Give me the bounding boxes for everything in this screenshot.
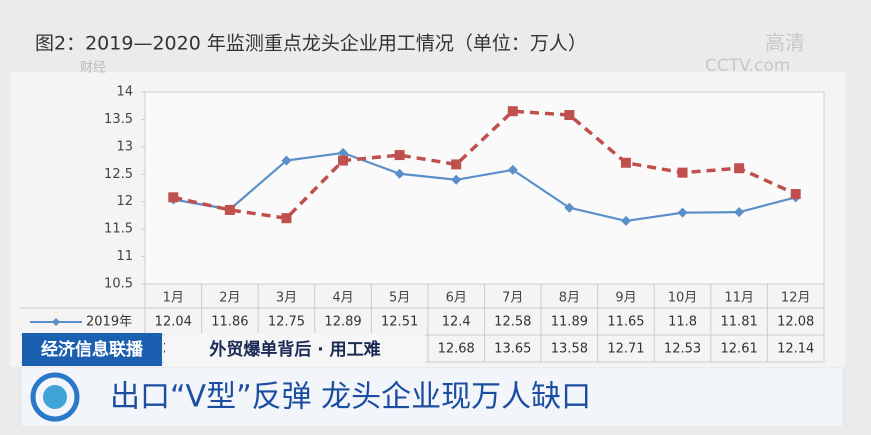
marker xyxy=(281,213,292,224)
marker xyxy=(338,147,349,158)
table-value: 12.51 xyxy=(381,315,418,330)
y-tick-label: 14 xyxy=(116,85,133,100)
table-value: 12.68 xyxy=(438,342,475,357)
topic: 外贸爆单背后 · 用工难 xyxy=(209,339,380,360)
marker xyxy=(168,192,179,203)
hd-mark: 高清 xyxy=(765,31,805,55)
table-value: 12.08 xyxy=(777,315,814,330)
table-value: 12.89 xyxy=(324,315,361,330)
marker xyxy=(507,106,518,117)
legend-marker xyxy=(52,318,60,326)
y-tick-label: 12 xyxy=(116,194,133,209)
series-line xyxy=(172,109,797,221)
x-tick-label: 6月 xyxy=(446,291,467,306)
y-tick-label: 13.5 xyxy=(104,112,133,127)
marker xyxy=(564,202,575,213)
marker xyxy=(281,155,292,166)
x-tick-label: 2月 xyxy=(219,291,240,306)
table-value: 11.89 xyxy=(551,315,588,330)
table-value: 11.8 xyxy=(668,315,697,330)
marker xyxy=(790,189,801,200)
table-value: 12.58 xyxy=(494,315,531,330)
headline: 出口“V型”反弹 龙头企业现万人缺口 xyxy=(110,380,591,415)
marker xyxy=(564,110,575,121)
site-mark: CCTV.com xyxy=(705,56,790,76)
table-value: 12.14 xyxy=(777,342,814,357)
table-value: 12.04 xyxy=(155,315,192,330)
table-value: 13.65 xyxy=(494,342,531,357)
x-tick-label: 8月 xyxy=(559,291,580,306)
marker xyxy=(338,155,349,166)
x-tick-label: 7月 xyxy=(502,291,523,306)
series-line xyxy=(173,151,796,223)
table-value: 13.58 xyxy=(551,342,588,357)
table-value: 12.4 xyxy=(442,315,471,330)
table-value: 12.71 xyxy=(607,342,644,357)
topic-box xyxy=(165,333,425,366)
chart-layer: 10.5 11 11.5 12 12.5 13 13.5 14 1月 2月 3月 4月 5月 6月 7月 8月… xyxy=(20,85,825,363)
y-tick-label: 13 xyxy=(116,139,133,154)
marker xyxy=(394,150,405,161)
marker xyxy=(677,167,688,178)
legend-label: 2019年 xyxy=(86,315,132,330)
x-tick-label: 11月 xyxy=(724,291,754,306)
x-tick-label: 1月 xyxy=(163,291,184,306)
logo-ring xyxy=(30,372,80,422)
table-value: 12.53 xyxy=(664,342,701,357)
marker xyxy=(734,163,745,174)
y-tick-label: 11.5 xyxy=(104,222,133,237)
channel: 经济信息联播 xyxy=(41,339,144,360)
table-value: 12.61 xyxy=(721,342,758,357)
marker xyxy=(394,168,405,179)
headline-bar xyxy=(22,368,842,426)
logo-text: 财经 xyxy=(80,61,106,76)
x-tick-label: 10月 xyxy=(668,291,698,306)
marker xyxy=(507,164,518,175)
marker xyxy=(451,174,462,185)
marker xyxy=(677,207,688,218)
x-tick-label: 5月 xyxy=(389,291,410,306)
marker xyxy=(734,207,745,218)
chart-title: 图2：2019—2020 年监测重点龙头企业用工情况（单位：万人） xyxy=(35,33,587,55)
marker xyxy=(224,204,235,215)
x-tick-label: 3月 xyxy=(276,291,297,306)
table-value: 11.65 xyxy=(607,315,644,330)
plot-frame xyxy=(144,91,825,285)
y-tick-label: 10.5 xyxy=(104,277,133,292)
x-tick-label: 4月 xyxy=(332,291,353,306)
table-value: 11.81 xyxy=(721,315,758,330)
marker xyxy=(451,159,462,170)
marker xyxy=(620,215,631,226)
logo-dot xyxy=(43,385,67,409)
table-value: 11.86 xyxy=(211,315,248,330)
x-tick-label: 12月 xyxy=(781,291,811,306)
table-value: 12.75 xyxy=(268,315,305,330)
x-tick-label: 9月 xyxy=(615,291,636,306)
channel-box xyxy=(22,333,162,366)
marker xyxy=(620,157,631,168)
y-tick-label: 12.5 xyxy=(104,167,133,182)
y-tick-label: 11 xyxy=(116,249,133,264)
